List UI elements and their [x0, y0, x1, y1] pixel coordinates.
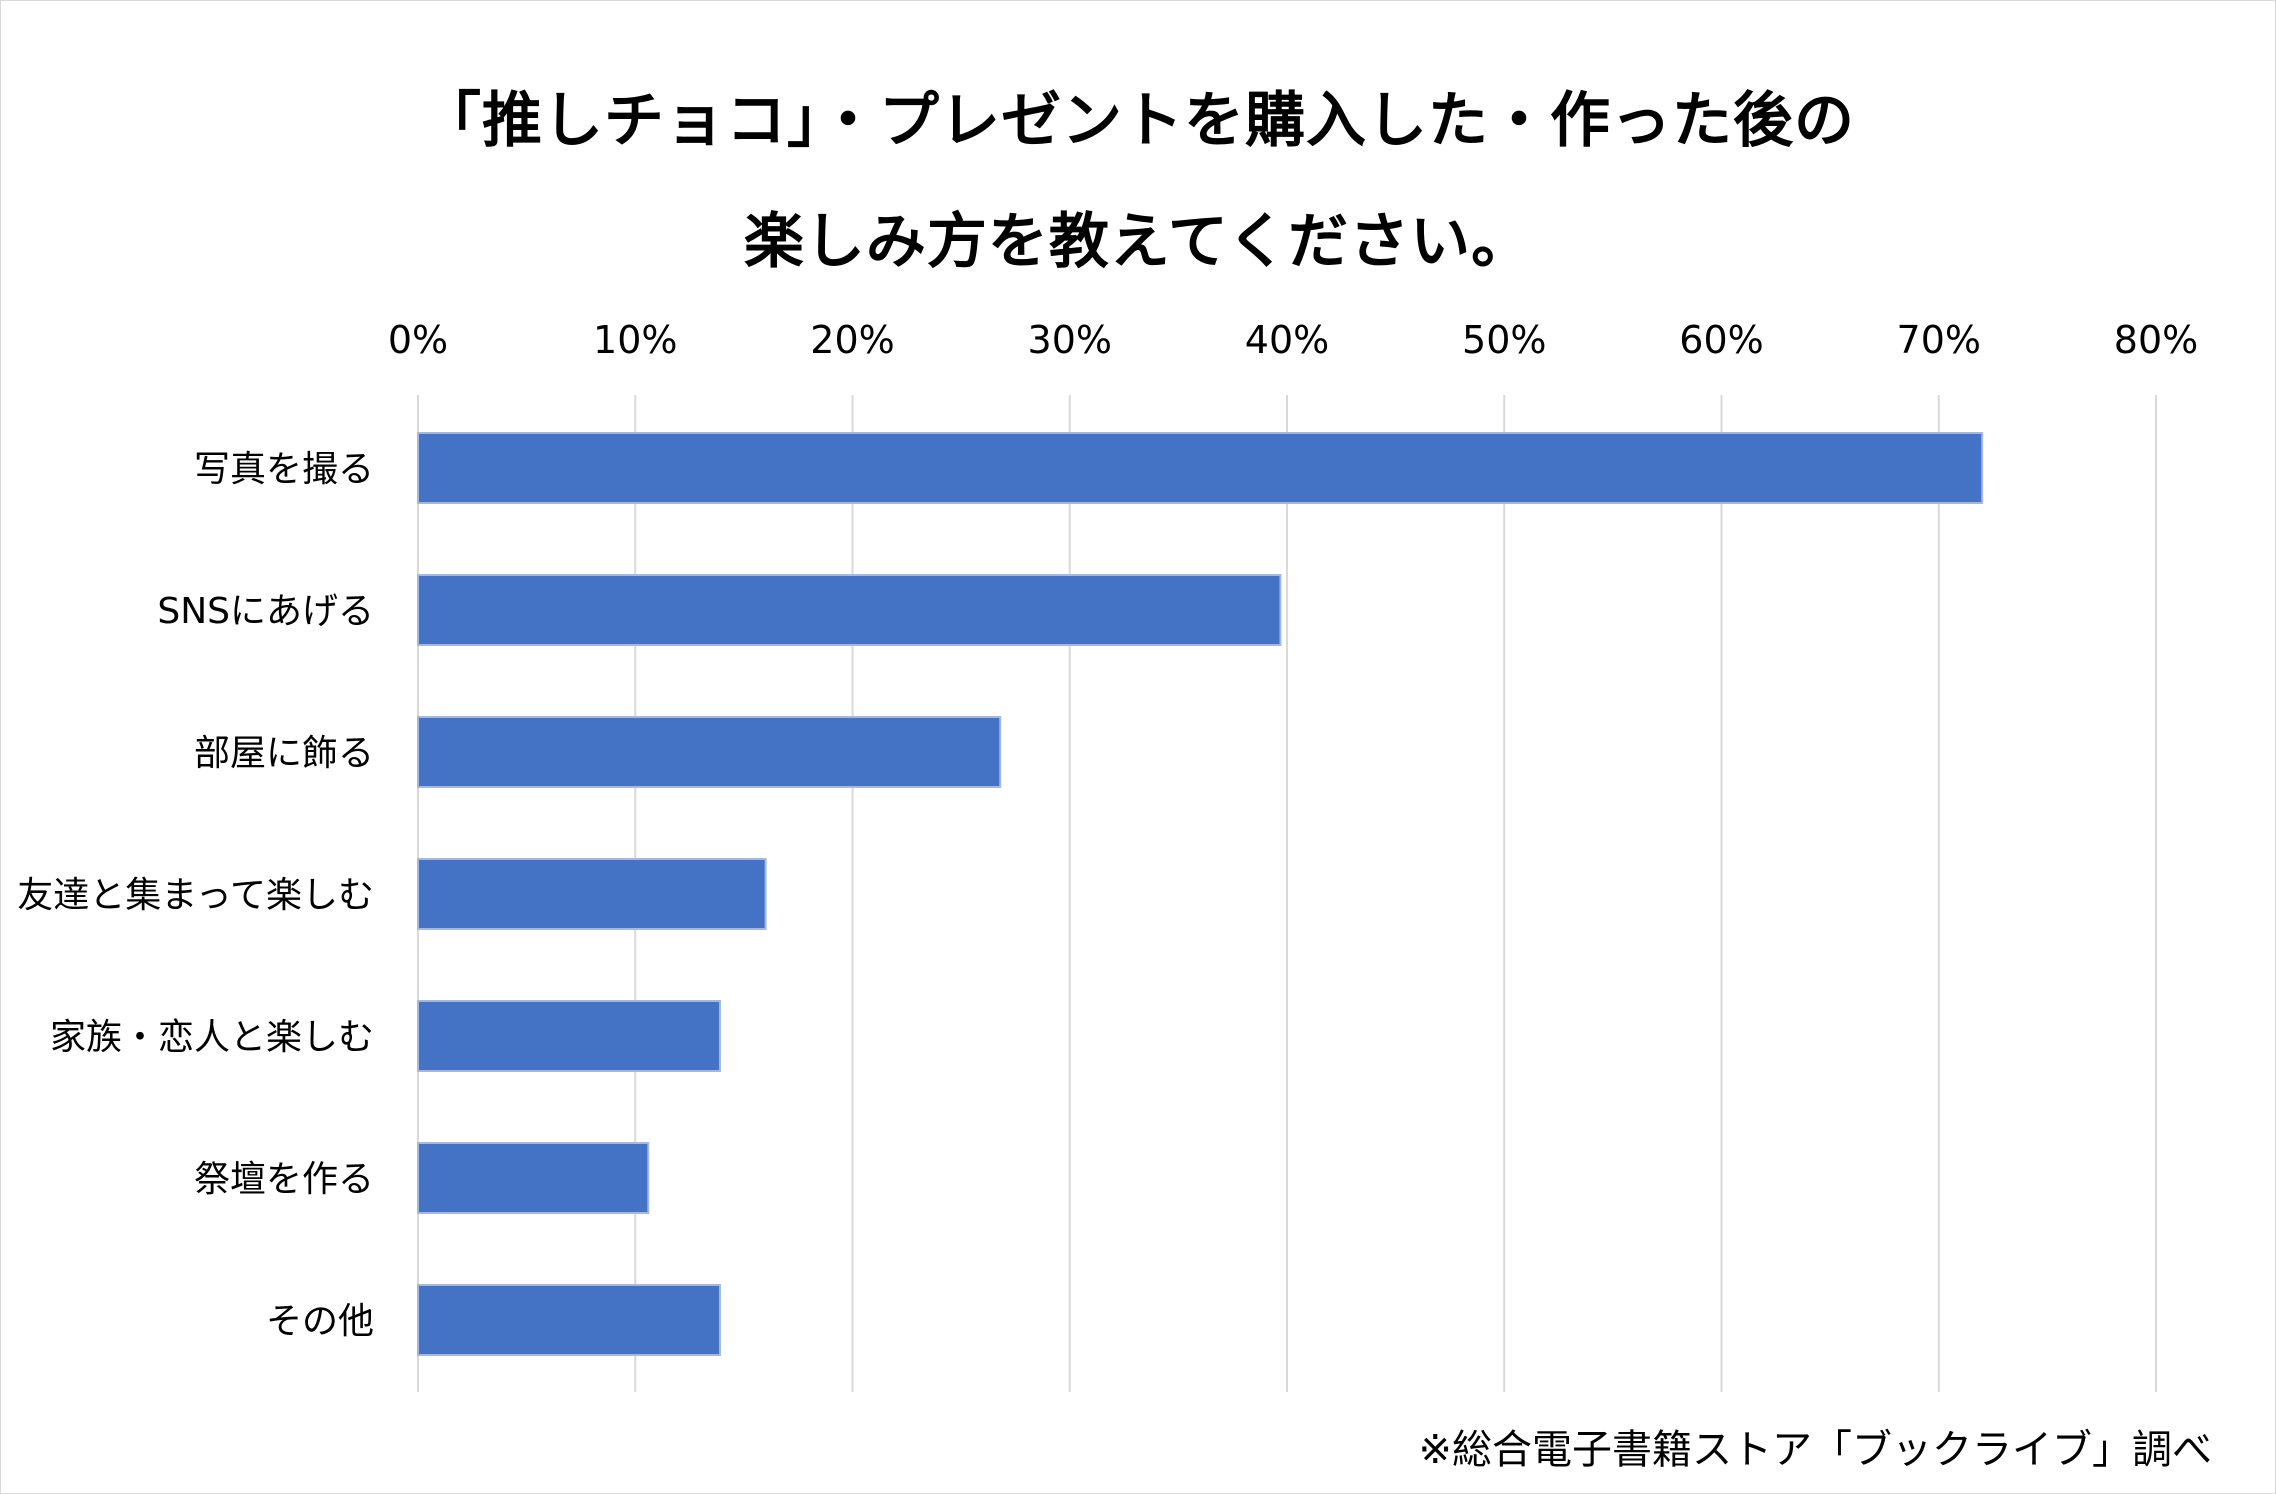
bar: [417, 574, 1282, 646]
bar: [417, 1142, 650, 1214]
x-tick-label: 0%: [388, 318, 448, 362]
bar: [417, 1000, 721, 1072]
x-axis-ticks: 0% 10% 20% 30% 40% 50% 60% 70% 80%: [388, 318, 2198, 362]
category-label: 写真を撮る: [194, 449, 374, 490]
x-tick-label: 20%: [810, 318, 894, 362]
chart-title-line-2: 楽しみ方を教えてください。: [743, 207, 1533, 277]
x-tick-label: 60%: [1679, 318, 1763, 362]
category-label: 友達と集まって楽しむ: [17, 875, 374, 916]
bars: [417, 432, 1984, 1356]
source-note: ※総合電子書籍ストア「ブックライブ」調べ: [1418, 1427, 2212, 1473]
x-tick-label: 50%: [1462, 318, 1546, 362]
bar: [417, 432, 1984, 504]
chart-title-line-1: 「推しチョコ」・プレゼントを購入した・作った後の: [421, 86, 1855, 156]
x-tick-label: 80%: [2114, 318, 2198, 362]
category-label: 家族・恋人と楽しむ: [50, 1017, 374, 1058]
bar: [417, 716, 1002, 788]
bar: [417, 858, 767, 930]
x-tick-label: 40%: [1245, 318, 1329, 362]
category-label: 部屋に飾る: [194, 733, 374, 774]
category-label: その他: [266, 1301, 374, 1342]
category-label: 祭壇を作る: [194, 1159, 374, 1200]
category-labels: 写真を撮る SNSにあげる部屋に飾る友達と集まって楽しむ家族・恋人と楽しむ祭壇を作…: [17, 449, 374, 1342]
category-label: SNSにあげる: [157, 591, 374, 632]
x-tick-label: 10%: [593, 318, 677, 362]
bar: [417, 1284, 721, 1356]
x-tick-label: 30%: [1028, 318, 1112, 362]
gridlines: [417, 395, 2157, 1392]
x-tick-label: 70%: [1897, 318, 1981, 362]
